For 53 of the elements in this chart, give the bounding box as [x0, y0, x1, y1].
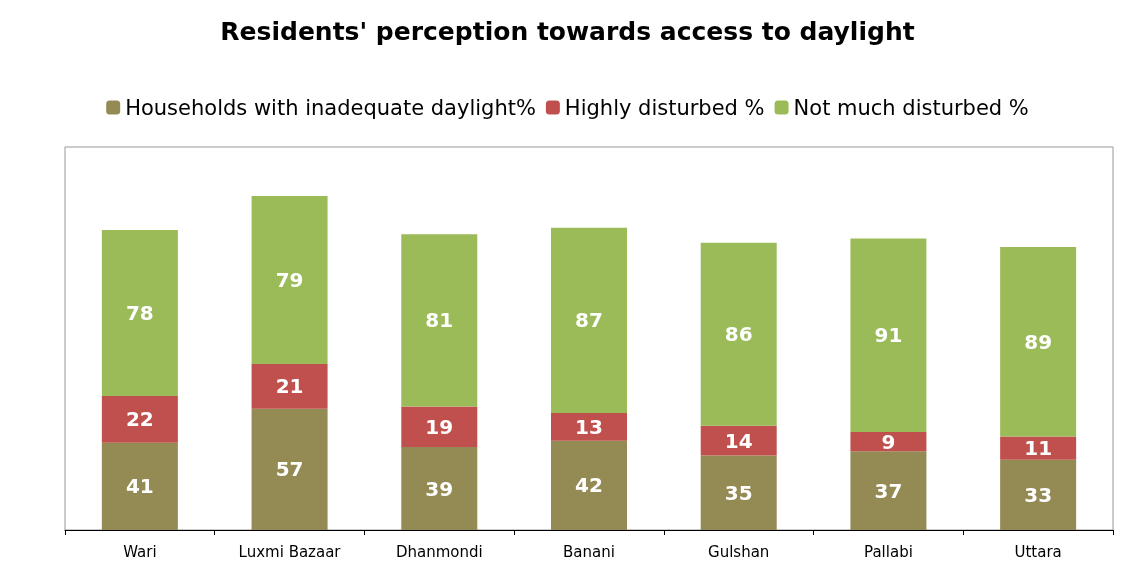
bar — [1000, 247, 1077, 437]
data-label: 33 — [1024, 482, 1053, 507]
data-label: 22 — [125, 407, 154, 432]
bar — [101, 442, 178, 530]
legend-label: Households with inadequate daylight% — [125, 95, 536, 120]
chart-title: Residents' perception towards access to daylight — [220, 17, 915, 46]
bar — [1000, 459, 1077, 530]
x-tick-label: Dhanmondi — [395, 542, 483, 561]
bar — [850, 432, 927, 452]
bar — [401, 447, 478, 530]
data-label: 14 — [724, 428, 753, 453]
data-label: 89 — [1024, 329, 1053, 354]
bar — [850, 238, 927, 433]
x-tick-label: Luxmi Bazaar — [238, 542, 342, 561]
data-label: 91 — [874, 323, 903, 348]
data-label: 35 — [724, 480, 753, 505]
data-label: 9 — [881, 429, 896, 454]
bar — [101, 229, 178, 396]
bar — [551, 227, 627, 413]
bar — [401, 234, 478, 407]
bar — [700, 242, 777, 426]
data-label: 79 — [275, 267, 304, 292]
bar — [551, 440, 627, 530]
bar — [1000, 436, 1077, 460]
data-label: 39 — [425, 476, 454, 501]
data-label: 81 — [425, 308, 454, 333]
data-label: 13 — [575, 414, 603, 439]
legend-label: Not much disturbed % — [793, 95, 1029, 120]
bar — [251, 408, 328, 530]
x-tick-label: Uttara — [1014, 542, 1062, 561]
bar — [551, 412, 627, 441]
bar — [251, 195, 328, 365]
data-label: 41 — [125, 474, 154, 499]
data-label: 19 — [425, 414, 454, 439]
bar — [401, 406, 478, 448]
data-label: 87 — [575, 308, 603, 333]
data-label: 11 — [1024, 436, 1053, 461]
x-tick-label: Gulshan — [708, 542, 770, 561]
x-tick-label: Wari — [123, 542, 157, 561]
data-label: 21 — [275, 374, 304, 399]
legend-label: Highly disturbed % — [564, 95, 765, 120]
bar — [850, 451, 927, 530]
data-label: 37 — [874, 478, 903, 503]
data-label: 57 — [275, 457, 304, 482]
bar — [700, 455, 777, 530]
data-label: 86 — [724, 322, 753, 347]
x-tick-label: Banani — [563, 542, 615, 561]
x-tick-label: Pallabi — [864, 542, 913, 561]
bar — [101, 395, 178, 443]
bar — [700, 425, 777, 456]
bar — [251, 364, 328, 409]
data-label: 78 — [125, 300, 154, 325]
data-label: 42 — [575, 473, 603, 498]
